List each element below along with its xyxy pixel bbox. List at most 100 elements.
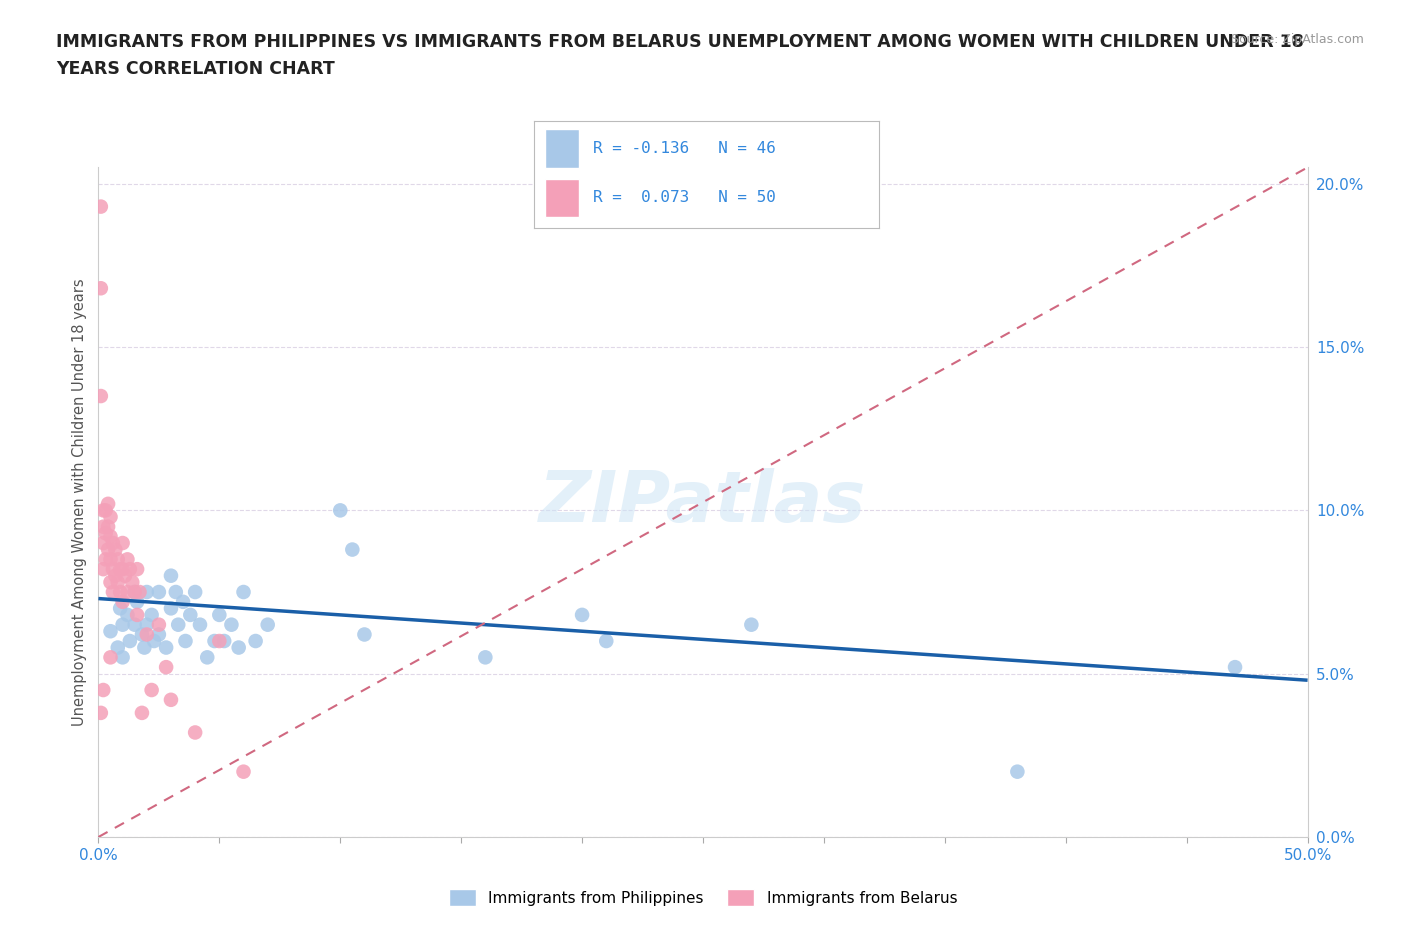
- Point: [124, 585, 146, 600]
- Text: R = -0.136   N = 46: R = -0.136 N = 46: [593, 141, 776, 156]
- Point: [117, 585, 139, 600]
- Point: [108, 562, 131, 577]
- Point: [155, 659, 177, 674]
- Point: [167, 618, 190, 632]
- Point: [184, 725, 207, 740]
- Text: IMMIGRANTS FROM PHILIPPINES VS IMMIGRANTS FROM BELARUS UNEMPLOYMENT AMONG WOMEN : IMMIGRANTS FROM PHILIPPINES VS IMMIGRANT…: [56, 33, 1305, 50]
- Point: [160, 692, 183, 707]
- Point: [91, 562, 114, 577]
- Point: [195, 650, 218, 665]
- Point: [141, 607, 163, 622]
- Point: [90, 199, 112, 214]
- Point: [90, 389, 112, 404]
- Point: [212, 633, 235, 648]
- Point: [221, 618, 243, 632]
- Text: ZIPatlas: ZIPatlas: [540, 468, 866, 537]
- Point: [148, 585, 170, 600]
- Point: [1007, 764, 1029, 779]
- Point: [118, 562, 141, 577]
- Point: [107, 640, 129, 655]
- Legend: Immigrants from Philippines, Immigrants from Belarus: Immigrants from Philippines, Immigrants …: [449, 889, 957, 907]
- Point: [108, 585, 131, 600]
- Point: [118, 633, 141, 648]
- Point: [208, 633, 231, 648]
- Point: [160, 601, 183, 616]
- Point: [124, 618, 146, 632]
- Point: [131, 627, 153, 642]
- Point: [740, 618, 762, 632]
- Point: [91, 536, 114, 551]
- Point: [179, 607, 201, 622]
- Point: [160, 568, 183, 583]
- Point: [90, 281, 112, 296]
- Text: Source: ZipAtlas.com: Source: ZipAtlas.com: [1230, 33, 1364, 46]
- Point: [128, 585, 150, 600]
- Point: [1223, 659, 1246, 674]
- Point: [143, 633, 166, 648]
- Point: [571, 607, 593, 622]
- Point: [135, 618, 157, 632]
- Point: [104, 568, 127, 583]
- Point: [148, 627, 170, 642]
- Point: [135, 585, 157, 600]
- Point: [111, 650, 134, 665]
- Point: [131, 706, 153, 721]
- Point: [172, 594, 194, 609]
- Text: R =  0.073   N = 50: R = 0.073 N = 50: [593, 191, 776, 206]
- Point: [111, 618, 134, 632]
- Point: [188, 618, 211, 632]
- Point: [165, 585, 187, 600]
- Point: [127, 594, 149, 609]
- FancyBboxPatch shape: [544, 179, 579, 218]
- Point: [91, 519, 114, 534]
- Point: [97, 542, 120, 557]
- Point: [117, 607, 139, 622]
- Point: [101, 562, 124, 577]
- Point: [100, 650, 122, 665]
- Point: [107, 575, 129, 590]
- Point: [100, 529, 122, 544]
- FancyBboxPatch shape: [544, 129, 579, 168]
- Point: [174, 633, 197, 648]
- Point: [104, 542, 127, 557]
- Point: [91, 683, 114, 698]
- Point: [474, 650, 496, 665]
- Point: [100, 575, 122, 590]
- Point: [100, 551, 122, 566]
- Point: [342, 542, 364, 557]
- Point: [232, 764, 254, 779]
- Point: [114, 568, 136, 583]
- Text: YEARS CORRELATION CHART: YEARS CORRELATION CHART: [56, 60, 335, 78]
- Point: [232, 585, 254, 600]
- Point: [100, 510, 122, 525]
- Point: [208, 607, 231, 622]
- Point: [94, 551, 117, 566]
- Point: [245, 633, 267, 648]
- Point: [94, 525, 117, 540]
- Point: [91, 503, 114, 518]
- Point: [101, 536, 124, 551]
- Point: [204, 633, 226, 648]
- Point: [108, 601, 131, 616]
- Point: [100, 624, 122, 639]
- Point: [111, 594, 134, 609]
- Point: [97, 519, 120, 534]
- Point: [97, 497, 120, 512]
- Point: [117, 551, 139, 566]
- Point: [135, 627, 157, 642]
- Point: [127, 562, 149, 577]
- Point: [134, 640, 156, 655]
- Point: [141, 683, 163, 698]
- Point: [127, 607, 149, 622]
- Point: [124, 585, 146, 600]
- Point: [184, 585, 207, 600]
- Point: [155, 640, 177, 655]
- Point: [111, 536, 134, 551]
- Point: [353, 627, 375, 642]
- Point: [94, 503, 117, 518]
- Point: [148, 618, 170, 632]
- Point: [101, 585, 124, 600]
- Point: [107, 551, 129, 566]
- Point: [121, 575, 143, 590]
- Point: [111, 562, 134, 577]
